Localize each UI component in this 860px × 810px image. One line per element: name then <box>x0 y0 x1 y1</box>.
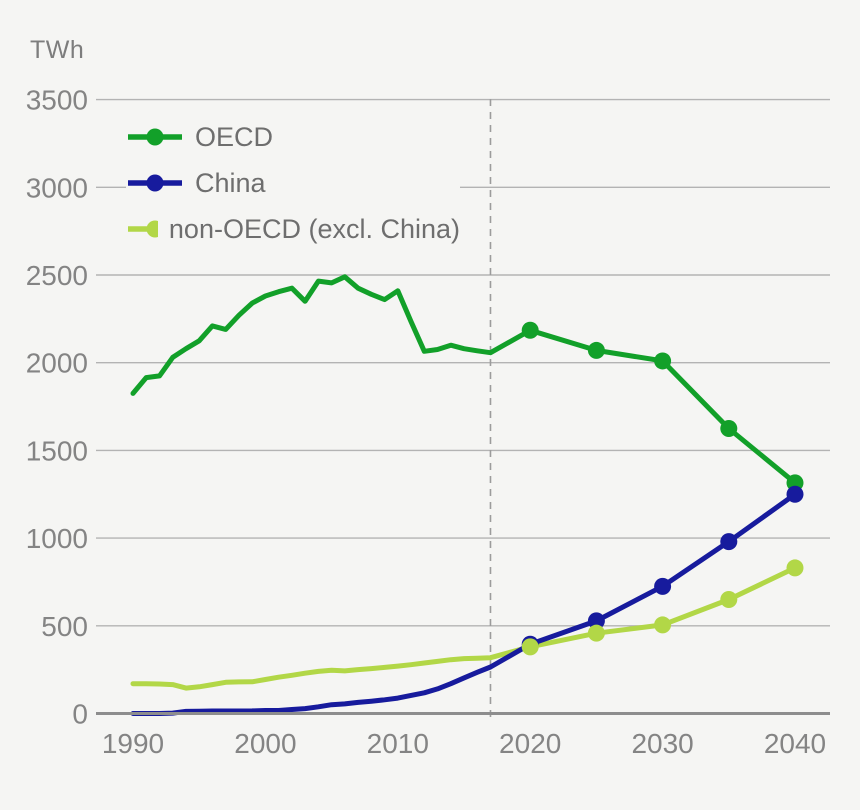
x-tick-label-2010: 2010 <box>367 728 429 759</box>
oecd-marker-2030 <box>654 352 672 370</box>
x-tick-label-1990: 1990 <box>102 728 164 759</box>
oecd-line <box>130 274 798 486</box>
legend-item-non-oecd: non-OECD (excl. China) <box>126 206 460 252</box>
x-tick-label-2030: 2030 <box>631 728 693 759</box>
x-tick-label-2040: 2040 <box>764 728 826 759</box>
china-line-swatch-icon <box>128 174 182 192</box>
oecd-marker-2020 <box>521 321 539 339</box>
y-tick-label-0: 0 <box>72 699 88 730</box>
legend-item-oecd: OECD <box>126 114 460 160</box>
y-tick-label-1000: 1000 <box>26 523 88 554</box>
non-oecd-marker-2025 <box>587 624 605 642</box>
china-marker-2030 <box>654 577 672 595</box>
oecd-line-swatch-icon <box>128 128 182 146</box>
y-tick-label-2000: 2000 <box>26 348 88 379</box>
legend-label-oecd: OECD <box>195 121 274 152</box>
non-oecd-marker-2030 <box>654 616 672 634</box>
y-tick-label-1500: 1500 <box>26 435 88 466</box>
china-marker-2040 <box>786 485 804 503</box>
y-tick-label-500: 500 <box>41 611 88 642</box>
china-marker-2025 <box>587 612 605 630</box>
y-axis-unit-label: TWh <box>30 36 85 64</box>
y-tick-label-2500: 2500 <box>26 260 88 291</box>
china-line <box>130 491 798 716</box>
y-tick-label-3500: 3500 <box>26 85 88 116</box>
legend-label-non-oecd: non-OECD (excl. China) <box>168 213 460 244</box>
non-oecd-line-swatch-icon <box>128 220 158 238</box>
legend-item-china: China <box>126 160 460 206</box>
oecd-marker-2025 <box>587 341 605 359</box>
non-oecd-marker-2020 <box>521 638 539 656</box>
non-oecd-line <box>130 565 798 691</box>
non-oecd-marker-2040 <box>786 559 804 577</box>
legend-label-china: China <box>195 167 266 198</box>
x-tick-label-2020: 2020 <box>499 728 561 759</box>
china-marker-2035 <box>720 533 738 551</box>
oecd-marker-2035 <box>720 419 738 437</box>
x-tick-label-2000: 2000 <box>234 728 296 759</box>
non-oecd-marker-2035 <box>720 590 738 608</box>
chart-legend: OECD China non-OECD (excl. China) <box>126 114 460 252</box>
y-tick-label-3000: 3000 <box>26 172 88 203</box>
